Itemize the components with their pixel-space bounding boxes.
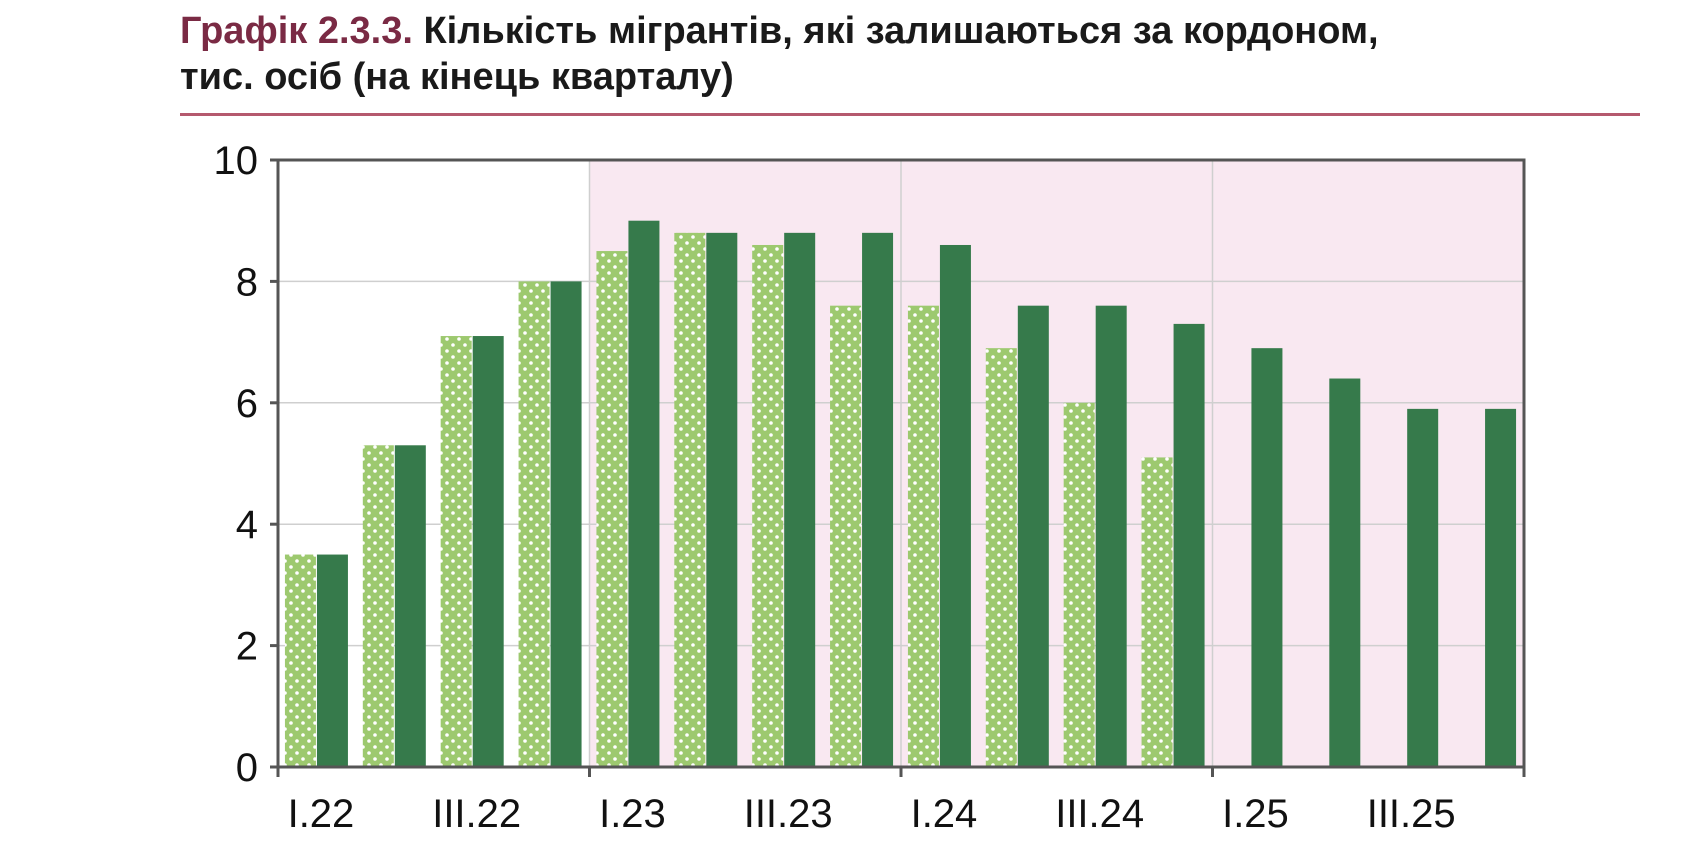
y-tick-label: 6 (236, 382, 258, 426)
bar-dark-I.24 (939, 244, 971, 768)
x-tick-label: III.25 (1367, 792, 1456, 836)
bar-dark-I.25 (1251, 348, 1283, 767)
y-tick-label: 10 (214, 139, 259, 183)
bar-dark-III.22 (472, 336, 504, 767)
bar-light-III.23 (752, 244, 784, 768)
bar-light-II.23 (674, 232, 706, 768)
bar-dark-II.24 (1017, 305, 1049, 767)
bar-dark-III.25 (1407, 408, 1439, 767)
bar-dark-IV.22 (550, 281, 582, 767)
y-tick-label: 4 (236, 503, 258, 547)
x-tick-label: III.23 (744, 792, 833, 836)
x-axis-ticks: I.22 III.22 I.23 III.23 I.24 III.24 I.25 III.25 (276, 767, 1526, 836)
y-axis-ticks: 0 2 4 6 8 10 (214, 139, 278, 790)
bar-dark-IV.25 (1485, 408, 1517, 767)
bar-light-IV.23 (830, 305, 862, 767)
x-tick-label: I.25 (1222, 792, 1289, 836)
bar-dark-III.23 (784, 232, 816, 768)
x-tick-label: III.24 (1055, 792, 1144, 836)
bar-light-II.24 (985, 348, 1017, 767)
bar-light-II.22 (362, 445, 394, 767)
bar-dark-IV.24 (1173, 323, 1205, 767)
bar-dark-II.25 (1329, 378, 1361, 767)
chart-title-line-1: Графік 2.3.3. Кількість мігрантів, які з… (180, 8, 1640, 54)
bar-dark-I.22 (316, 554, 348, 767)
y-tick-label: 0 (236, 746, 258, 790)
title-divider (180, 113, 1640, 116)
bar-light-I.24 (907, 305, 939, 767)
chart-title-line-2: тис. осіб (на кінець кварталу) (180, 56, 734, 98)
x-tick-label: III.22 (432, 792, 521, 836)
bar-light-IV.24 (1141, 457, 1173, 767)
bar-light-IV.22 (518, 281, 550, 767)
bar-dark-IV.23 (862, 232, 894, 768)
bar-light-I.22 (284, 554, 316, 767)
bar-dark-II.22 (394, 445, 426, 767)
chart-title-prefix: Графік 2.3.3. (180, 10, 413, 52)
chart-title-text: Кількість мігрантів, які залишаються за … (423, 10, 1379, 52)
y-tick-label: 2 (236, 625, 258, 669)
bar-light-III.24 (1063, 402, 1095, 767)
x-tick-label: I.22 (288, 792, 355, 836)
forecast-shade-rect (589, 160, 1524, 767)
x-tick-label: I.23 (599, 792, 666, 836)
bar-light-I.23 (596, 251, 628, 768)
y-tick-label: 8 (236, 260, 258, 304)
bar-dark-III.24 (1095, 305, 1127, 767)
x-tick-label: I.24 (911, 792, 978, 836)
forecast-shading (589, 160, 1524, 767)
bar-dark-II.23 (706, 232, 738, 768)
chart-title: Графік 2.3.3. Кількість мігрантів, які з… (180, 8, 1640, 100)
bar-light-III.22 (440, 336, 472, 767)
bars (284, 220, 1517, 768)
bar-dark-I.23 (628, 220, 660, 767)
